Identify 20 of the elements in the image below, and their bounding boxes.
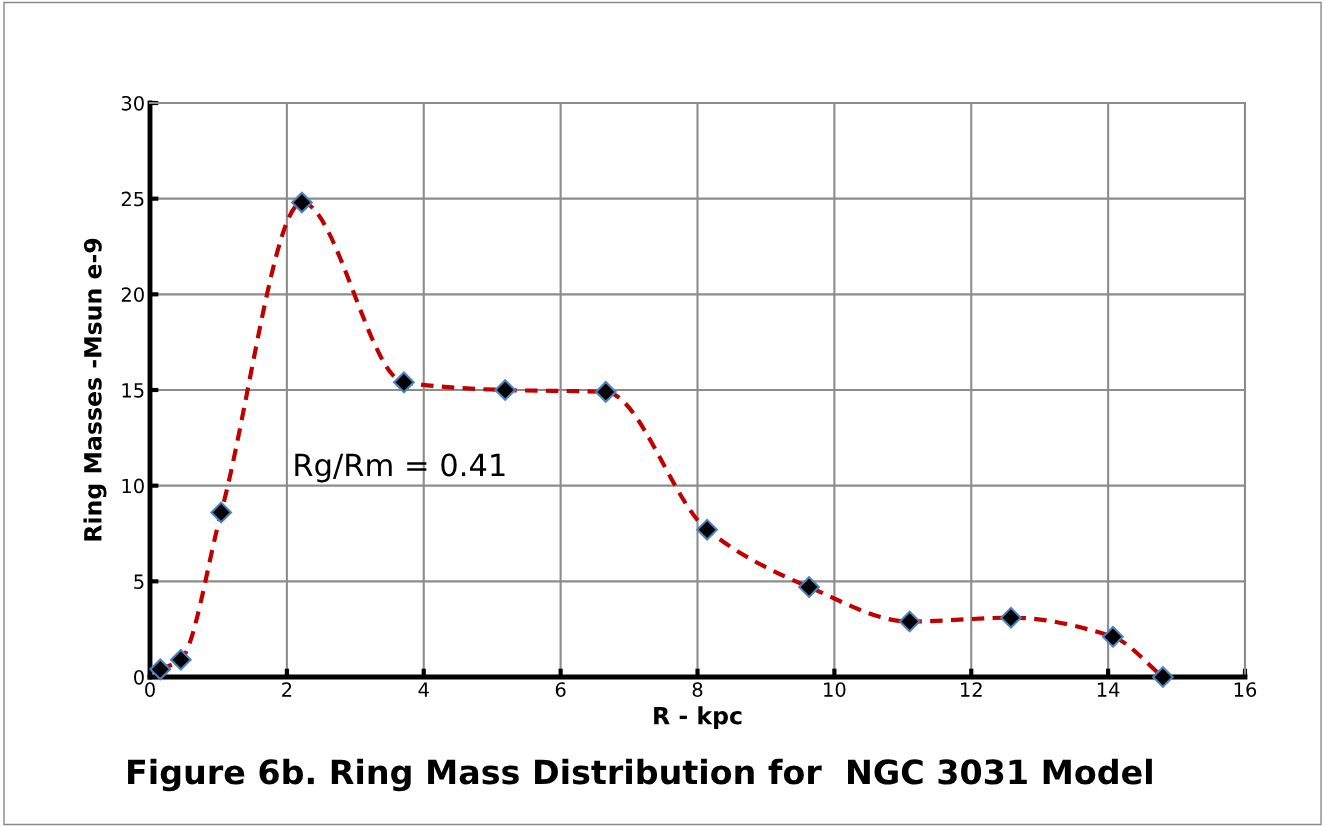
x-tick-label: 14 (1097, 682, 1120, 697)
x-tick-label: 10 (824, 682, 846, 697)
y-tick-label: 25 (121, 191, 144, 207)
y-tick-label: 20 (121, 287, 144, 302)
x-tick-label: 0 (145, 682, 155, 697)
y-axis-title: Ring Masses -Msun e-9 (83, 238, 107, 541)
x-tick-label: 4 (418, 682, 429, 697)
x-tick-label: 6 (555, 682, 566, 697)
y-tick-label: 5 (134, 574, 144, 589)
annotation: Rg/Rm = 0.41 (295, 453, 505, 483)
y-tick-label: 15 (122, 383, 144, 398)
y-tick-label: 0 (134, 669, 144, 685)
x-tick-label: 2 (282, 682, 292, 697)
x-tick-label: 8 (692, 682, 703, 697)
y-tick-label: 10 (122, 478, 144, 494)
x-tick-label: 12 (961, 682, 982, 697)
x-axis-title: R - kpc (654, 706, 742, 730)
y-tick-label: 30 (121, 95, 144, 111)
text: Figure 6b. Ring Mass Distribution for NGC 3031 Model (128, 758, 1152, 792)
x-tick-label: 16 (1234, 682, 1257, 697)
